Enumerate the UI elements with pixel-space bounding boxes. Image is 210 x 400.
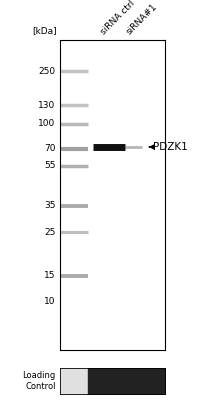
Text: 55: 55 bbox=[44, 161, 56, 170]
Text: 70: 70 bbox=[44, 144, 56, 153]
Text: 100: 100 bbox=[38, 119, 56, 128]
Text: 15: 15 bbox=[44, 271, 56, 280]
Text: [kDa]: [kDa] bbox=[33, 26, 57, 35]
Text: 130: 130 bbox=[38, 101, 56, 110]
Text: siRNA ctrl: siRNA ctrl bbox=[99, 0, 137, 37]
Text: Loading
Control: Loading Control bbox=[22, 371, 56, 391]
Text: siRNA#1: siRNA#1 bbox=[125, 2, 159, 37]
Text: 25: 25 bbox=[44, 228, 56, 237]
Text: 35: 35 bbox=[44, 201, 56, 210]
Text: 250: 250 bbox=[38, 66, 56, 76]
Text: 10: 10 bbox=[44, 298, 56, 306]
Text: PDZK1: PDZK1 bbox=[153, 142, 188, 152]
